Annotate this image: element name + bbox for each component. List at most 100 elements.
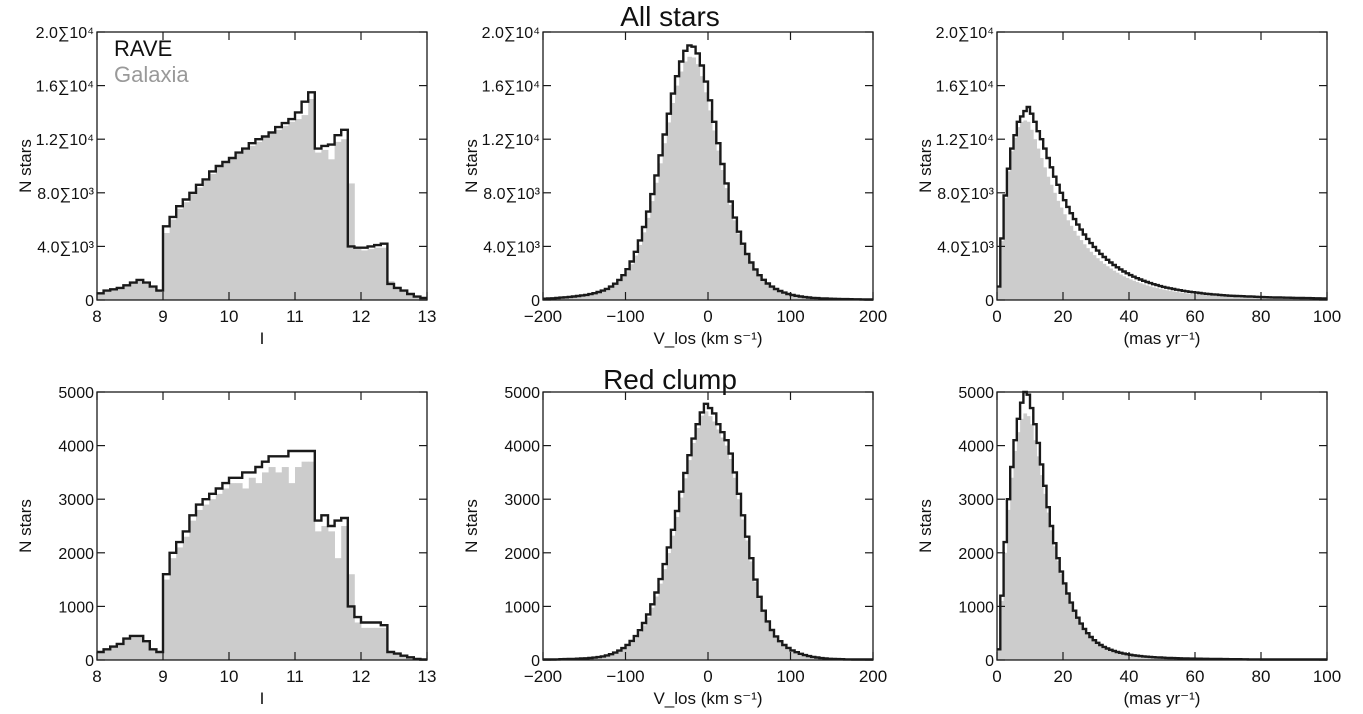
galaxia-bar-5-29	[1092, 640, 1097, 660]
x-tick-label-2-5: 100	[1313, 307, 1341, 326]
galaxia-bar-4-40	[708, 416, 713, 660]
panel-3: 8 9 10 11 12 13 0 1000 2000 3000 4000 5000 N stars I	[16, 385, 436, 708]
galaxia-bar-4-52	[757, 598, 763, 660]
galaxia-bar-4-19	[621, 648, 626, 660]
x-tick-label-2-1: 20	[1054, 307, 1073, 326]
galaxia-bar-1-53	[761, 280, 767, 300]
y-tick-label-3-2: 2000	[58, 546, 94, 563]
y-tick-label-2-2: 8.0∑10³	[937, 186, 994, 203]
galaxia-bar-5-38	[1122, 653, 1127, 660]
galaxia-bar-0-36	[334, 141, 342, 300]
galaxia-bar-2-11	[1033, 139, 1037, 300]
galaxia-bar-1-55	[769, 287, 775, 300]
galaxia-bar-2-42	[1135, 282, 1140, 300]
x-tick-label-3-3: 11	[286, 667, 304, 686]
galaxia-bar-0-27	[275, 129, 283, 300]
galaxia-bar-4-24	[642, 625, 647, 660]
galaxia-bar-2-14	[1043, 167, 1047, 300]
x-tick-label-0-4: 12	[352, 307, 371, 326]
galaxia-bar-4-14	[600, 656, 606, 660]
galaxia-bar-1-34	[683, 61, 688, 301]
y-tick-label-1-4: 1.6∑10⁴	[482, 79, 540, 96]
galaxia-bar-4-22	[633, 637, 639, 660]
galaxia-bar-2-13	[1039, 157, 1044, 300]
x-tick-label-0-3: 11	[286, 307, 304, 326]
galaxia-bar-2-73	[1237, 296, 1242, 300]
galaxia-bar-2-37	[1119, 274, 1123, 300]
galaxia-bar-2-25	[1079, 240, 1084, 300]
galaxia-bar-1-22	[633, 255, 639, 300]
galaxia-bar-0-46	[400, 290, 408, 300]
galaxia-bar-1-27	[654, 182, 659, 300]
galaxia-bar-0-40	[361, 250, 368, 300]
galaxia-bar-2-70	[1228, 296, 1232, 300]
x-axis-label-0: I	[260, 329, 265, 348]
galaxia-bar-3-34	[321, 526, 329, 660]
galaxia-bar-0-0	[97, 293, 104, 300]
galaxia-bar-4-27	[654, 596, 659, 660]
galaxia-bar-3-22	[242, 488, 250, 660]
galaxia-bar-3-9	[156, 651, 164, 660]
galaxia-bar-3-4	[123, 638, 131, 660]
y-tick-label-0-4: 1.6∑10⁴	[36, 79, 94, 96]
galaxia-bar-3-14	[189, 520, 197, 660]
galaxia-bar-0-30	[295, 119, 302, 300]
galaxia-bar-4-64	[807, 656, 812, 660]
galaxia-bar-4-15	[604, 655, 610, 660]
galaxia-bar-2-5	[1013, 137, 1018, 300]
galaxia-bar-1-41	[712, 130, 717, 300]
galaxia-bar-1-21	[629, 264, 635, 300]
galaxia-bar-4-16	[609, 654, 614, 660]
galaxia-bar-4-29	[662, 569, 668, 660]
galaxia-bar-2-41	[1132, 280, 1136, 300]
galaxia-bar-2-18	[1056, 200, 1061, 300]
galaxia-bar-1-10	[584, 295, 589, 300]
galaxia-bar-4-23	[637, 632, 643, 660]
galaxia-bar-5-0	[997, 650, 1001, 660]
y-tick-label-1-2: 8.0∑10³	[483, 186, 540, 203]
galaxia-bar-2-24	[1076, 235, 1080, 300]
galaxia-bar-0-10	[163, 233, 170, 300]
galaxia-bar-2-27	[1086, 248, 1090, 300]
galaxia-bar-5-26	[1082, 629, 1087, 660]
x-axis-label-5: (mas yr⁻¹)	[1124, 689, 1201, 708]
galaxia-bar-2-66	[1214, 295, 1219, 300]
galaxia-bar-1-20	[625, 271, 631, 300]
galaxia-bar-4-39	[703, 411, 709, 660]
galaxia-bar-5-47	[1152, 657, 1156, 660]
rave-histogram-line-0	[97, 91, 427, 300]
galaxia-bar-2-52	[1168, 290, 1173, 300]
galaxia-bar-2-87	[1284, 298, 1288, 300]
galaxia-bar-1-58	[782, 292, 787, 300]
galaxia-bar-4-54	[765, 622, 771, 660]
galaxia-bar-5-27	[1086, 633, 1090, 660]
galaxia-bar-2-68	[1221, 296, 1226, 300]
galaxia-bar-4-51	[753, 581, 758, 660]
galaxia-bar-4-66	[815, 657, 820, 660]
galaxia-bar-5-17	[1053, 546, 1057, 660]
x-tick-label-5-0: 0	[992, 667, 1001, 686]
galaxia-bar-2-74	[1241, 297, 1245, 300]
galaxia-bar-0-19	[222, 163, 230, 300]
x-axis-label-3: I	[260, 689, 265, 708]
galaxia-bar-0-21	[235, 153, 243, 300]
galaxia-bar-1-13	[596, 292, 602, 300]
y-tick-label-5-1: 1000	[958, 599, 994, 616]
y-tick-label-5-2: 2000	[958, 546, 994, 563]
galaxia-bar-4-41	[712, 421, 717, 660]
x-tick-label-3-2: 10	[220, 667, 239, 686]
galaxia-bar-1-37	[695, 64, 701, 300]
row-title-all-stars: All stars	[620, 1, 720, 32]
y-tick-label-1-0: 0	[531, 293, 540, 310]
galaxia-bar-5-45	[1145, 656, 1150, 660]
galaxia-bar-3-12	[176, 547, 184, 660]
galaxia-bar-1-38	[699, 76, 705, 300]
rave-histogram-line-5	[997, 390, 1327, 661]
galaxia-bar-4-13	[596, 657, 602, 660]
galaxia-bar-2-57	[1185, 293, 1189, 300]
galaxia-bar-2-64	[1208, 295, 1212, 300]
galaxia-bar-1-49	[745, 255, 750, 300]
galaxia-bar-2-32	[1102, 263, 1107, 300]
